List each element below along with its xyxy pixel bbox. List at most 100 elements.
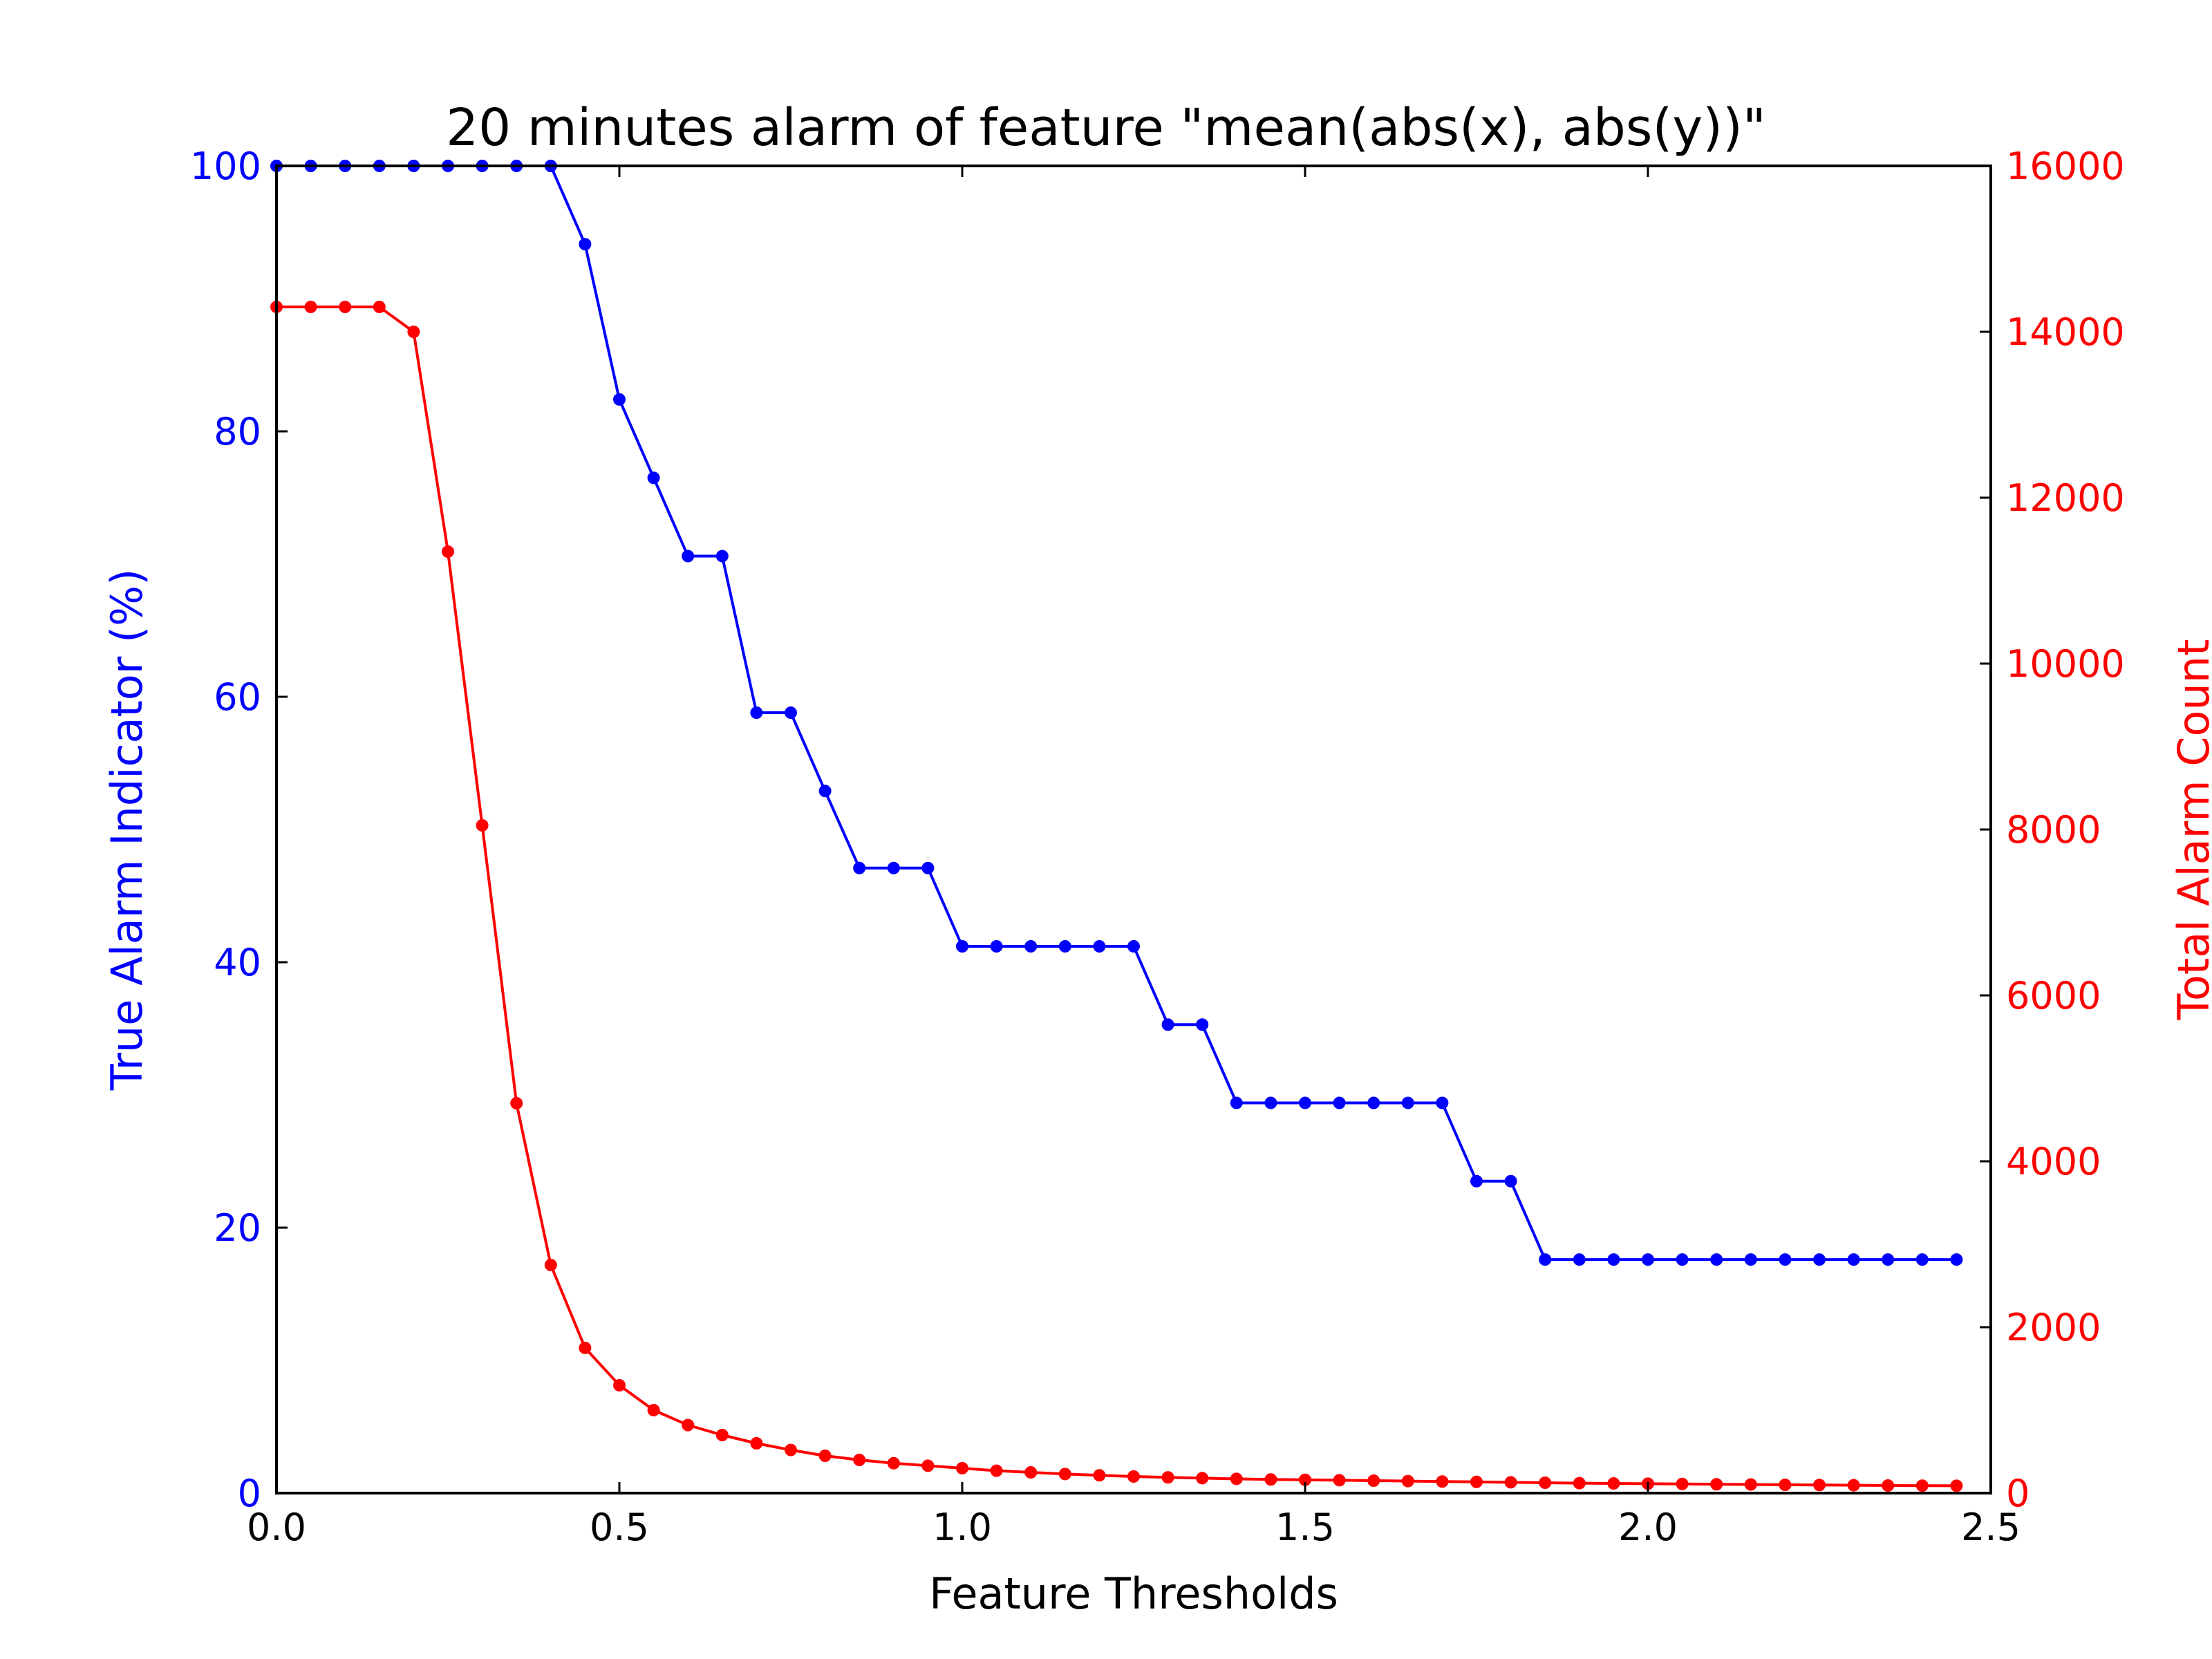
- total-alarm-count-point: [1915, 1479, 1929, 1492]
- true-alarm-indicator-point: [1367, 1096, 1380, 1109]
- total-alarm-count-point: [1058, 1468, 1071, 1481]
- right-y-tick-label: 16000: [2006, 144, 2125, 188]
- true-alarm-indicator-point: [750, 706, 763, 719]
- x-tick-label: 0.0: [247, 1506, 306, 1549]
- total-alarm-count-point: [613, 1379, 626, 1391]
- total-alarm-count-point: [1161, 1471, 1174, 1484]
- x-tick-label: 2.0: [1618, 1506, 1678, 1549]
- total-alarm-count-point: [1024, 1466, 1038, 1479]
- right-y-tick-label: 0: [2006, 1472, 2030, 1515]
- total-alarm-count-point: [1093, 1469, 1106, 1482]
- true-alarm-indicator-point: [1058, 940, 1071, 953]
- total-alarm-count-point: [1847, 1479, 1860, 1492]
- x-tick-label: 2.5: [1961, 1506, 2021, 1549]
- left-y-tick-label: 40: [214, 941, 261, 984]
- left-y-tick-label: 60: [214, 675, 261, 719]
- total-alarm-count-point: [887, 1456, 900, 1470]
- total-alarm-count-point: [407, 326, 420, 338]
- total-alarm-count-point: [990, 1464, 1003, 1477]
- total-alarm-count-point: [544, 1259, 557, 1271]
- right-y-tick-label: 14000: [2006, 310, 2125, 354]
- x-axis-title: Feature Thresholds: [929, 1568, 1338, 1619]
- total-alarm-count-point: [373, 301, 386, 313]
- left-y-axis-title: True Alarm Indicator (%): [102, 569, 152, 1091]
- total-alarm-count-point: [1196, 1472, 1209, 1485]
- true-alarm-indicator-point: [682, 550, 695, 563]
- total-alarm-count-point: [853, 1454, 866, 1466]
- total-alarm-count-point: [1436, 1475, 1449, 1488]
- total-alarm-count-point: [647, 1404, 660, 1416]
- total-alarm-count-point: [1264, 1473, 1277, 1486]
- true-alarm-indicator-point: [579, 238, 592, 251]
- total-alarm-count-point: [1127, 1470, 1140, 1483]
- true-alarm-indicator-point: [1607, 1253, 1620, 1266]
- true-alarm-indicator-point: [1196, 1018, 1209, 1031]
- true-alarm-indicator-point: [1504, 1174, 1517, 1188]
- true-alarm-indicator-point: [1470, 1174, 1483, 1188]
- total-alarm-count-point: [304, 301, 317, 313]
- tick-layer: 0.0 0.5 1.0 1.5 2.0 2.50204060801000200040006…: [190, 144, 2125, 1549]
- true-alarm-indicator-point: [990, 940, 1003, 953]
- true-alarm-indicator-point: [1573, 1253, 1586, 1266]
- total-alarm-count-point: [921, 1459, 935, 1472]
- true-alarm-indicator-point: [1161, 1018, 1174, 1031]
- total-alarm-count-point: [1539, 1477, 1552, 1489]
- right-y-tick-label: 10000: [2006, 642, 2125, 686]
- left-y-tick-label: 100: [190, 144, 261, 188]
- total-alarm-count-point: [1779, 1479, 1792, 1491]
- true-alarm-indicator-point: [887, 861, 900, 874]
- plot-frame: [275, 165, 1992, 1494]
- true-alarm-indicator-point: [1642, 1253, 1654, 1266]
- true-alarm-indicator-point: [1401, 1096, 1414, 1109]
- true-alarm-indicator-point: [1779, 1253, 1792, 1266]
- total-alarm-count-point: [339, 301, 352, 313]
- true-alarm-indicator-point: [1333, 1096, 1346, 1109]
- true-alarm-indicator-point: [1882, 1253, 1895, 1266]
- true-alarm-indicator-point: [647, 471, 660, 485]
- true-alarm-indicator-point: [613, 393, 626, 406]
- total-alarm-count-point: [1230, 1472, 1243, 1485]
- total-alarm-count-point: [1676, 1477, 1689, 1490]
- right-y-tick-label: 8000: [2006, 808, 2101, 852]
- right-y-axis-title: Total Alarm Count: [2168, 639, 2212, 1021]
- x-tick-label: 1.0: [932, 1506, 992, 1549]
- total-alarm-count-point: [579, 1342, 592, 1354]
- right-y-tick-label: 6000: [2006, 974, 2101, 1018]
- x-tick-label: 0.5: [590, 1506, 649, 1549]
- total-alarm-count-point: [1950, 1479, 1963, 1492]
- total-alarm-count-point: [682, 1418, 695, 1432]
- true-alarm-indicator-point: [715, 550, 729, 563]
- total-alarm-count-point: [785, 1443, 797, 1456]
- total-alarm-count-point: [1744, 1478, 1757, 1491]
- total-alarm-count-point: [750, 1437, 763, 1450]
- true-alarm-indicator-point: [1299, 1096, 1311, 1109]
- true-alarm-indicator-point: [1950, 1253, 1963, 1266]
- chart-title: 20 minutes alarm of feature "mean(abs(x)…: [446, 98, 1766, 158]
- true-alarm-indicator-point: [1264, 1096, 1277, 1109]
- true-alarm-indicator-point: [1915, 1253, 1929, 1266]
- right-y-tick-label: 4000: [2006, 1140, 2101, 1183]
- total-alarm-count-point: [1367, 1474, 1380, 1487]
- true-alarm-indicator-point: [1744, 1253, 1757, 1266]
- true-alarm-indicator-point: [1813, 1253, 1826, 1266]
- total-alarm-count-point: [1504, 1476, 1517, 1489]
- total-alarm-count-point: [1333, 1474, 1346, 1487]
- total-alarm-count-point: [1607, 1477, 1620, 1490]
- true-alarm-indicator-point: [1676, 1253, 1689, 1266]
- true-alarm-indicator-point: [1847, 1253, 1860, 1266]
- total-alarm-count-point: [715, 1429, 729, 1441]
- true-alarm-indicator-point: [1024, 940, 1038, 953]
- right-y-tick-label: 2000: [2006, 1306, 2101, 1349]
- left-y-tick-label: 80: [214, 410, 261, 453]
- total-alarm-count-point: [510, 1097, 523, 1109]
- total-alarm-count-point: [1401, 1474, 1414, 1488]
- total-alarm-count-point: [1710, 1478, 1723, 1491]
- total-alarm-count-point: [1882, 1479, 1895, 1492]
- total-alarm-count-point: [476, 819, 489, 832]
- total-alarm-count-point: [1470, 1475, 1483, 1488]
- true-alarm-indicator-point: [921, 861, 935, 874]
- total-alarm-count-point: [442, 545, 454, 558]
- total-alarm-count-point: [818, 1450, 832, 1462]
